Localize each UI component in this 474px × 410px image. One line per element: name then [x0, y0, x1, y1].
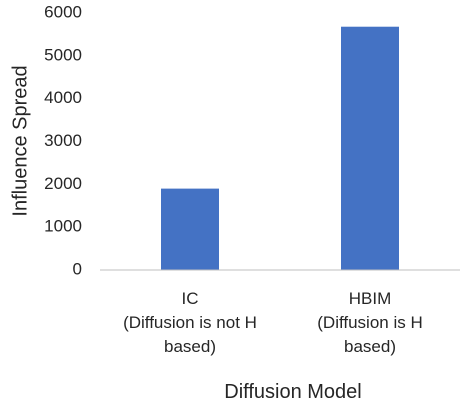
bar: [161, 188, 219, 270]
x-category-label-line: (Diffusion is H: [317, 313, 423, 332]
x-axis-category-labels: IC (Diffusion is not H based) HBIM (Diffusio…: [123, 289, 423, 356]
x-category-label-line: IC: [182, 289, 199, 308]
y-axis-tick-labels: 0 1000 2000 3000 4000 5000 6000: [44, 2, 82, 278]
bar: [341, 26, 399, 271]
x-category-label-line: (Diffusion is not H: [123, 313, 257, 332]
y-axis-title: Influence Spread: [9, 65, 31, 216]
y-tick-label: 5000: [44, 45, 82, 64]
y-tick-label: 3000: [44, 131, 82, 150]
bars: [161, 26, 399, 271]
x-category-label-line: HBIM: [349, 289, 392, 308]
x-category-label-line: based): [344, 337, 396, 356]
y-tick-label: 2000: [44, 174, 82, 193]
y-tick-label: 6000: [44, 2, 82, 21]
y-tick-label: 0: [73, 259, 82, 278]
x-category-label-line: based): [164, 337, 216, 356]
y-tick-label: 4000: [44, 88, 82, 107]
y-tick-label: 1000: [44, 217, 82, 236]
x-axis-title: Diffusion Model: [224, 381, 361, 403]
